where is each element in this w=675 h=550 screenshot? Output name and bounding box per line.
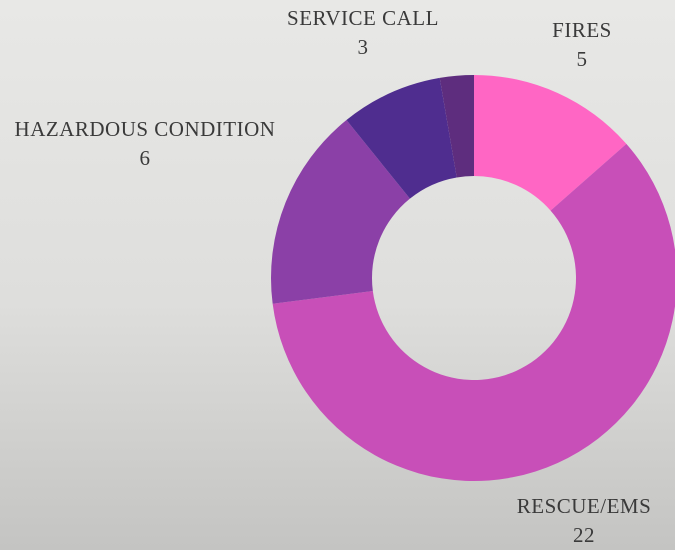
slice-label: HAZARDOUS CONDITION bbox=[15, 117, 276, 141]
slice-value: 22 bbox=[573, 523, 595, 547]
slice-label: RESCUE/EMS bbox=[517, 494, 652, 518]
slice-label: FIRES bbox=[552, 18, 612, 42]
slice-value: 6 bbox=[140, 146, 151, 170]
slice-label: SERVICE CALL bbox=[287, 6, 439, 30]
slice-value: 5 bbox=[577, 47, 588, 71]
slice-value: 3 bbox=[358, 35, 369, 59]
chart: FIRES 5 RESCUE/EMS 22 HAZARDOUS CONDITION 6 SE… bbox=[0, 0, 675, 550]
